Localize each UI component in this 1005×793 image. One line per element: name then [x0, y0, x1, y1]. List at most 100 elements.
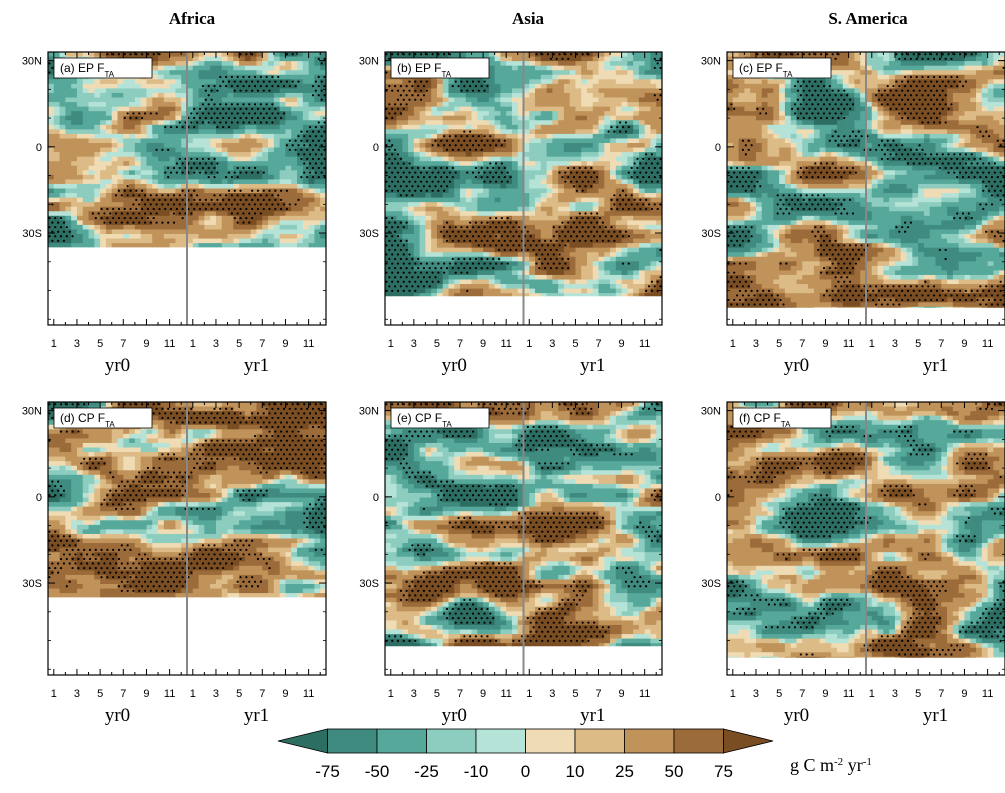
heat-cell	[454, 156, 461, 162]
heat-cell	[88, 238, 95, 244]
heat-cell	[192, 161, 200, 167]
heat-cell	[320, 174, 326, 180]
heat-cell	[390, 138, 398, 144]
heat-cell	[129, 138, 136, 144]
significance-dot	[135, 216, 138, 220]
heat-cell	[181, 156, 188, 162]
heat-cell	[402, 256, 409, 262]
heat-cell	[390, 252, 398, 258]
heat-cell	[48, 174, 55, 180]
heat-cell	[256, 120, 263, 126]
heat-cell	[111, 147, 119, 153]
heat-cell	[215, 147, 223, 153]
heat-cell	[477, 220, 484, 226]
heat-cell	[297, 120, 304, 126]
heat-cell	[250, 224, 258, 231]
heat-cell	[569, 247, 577, 253]
heat-cell	[210, 138, 217, 144]
heat-cell	[158, 174, 165, 180]
heat-cell	[59, 183, 66, 190]
heat-cell	[134, 111, 142, 117]
heat-cell	[385, 124, 392, 130]
heat-cell	[558, 252, 565, 258]
heat-cell	[552, 224, 559, 231]
heat-cell	[621, 252, 628, 258]
heat-cell	[146, 215, 153, 221]
heat-cell	[221, 183, 229, 190]
heat-cell	[152, 97, 159, 103]
heat-cell	[448, 188, 455, 194]
heat-cell	[181, 129, 188, 135]
heat-cell	[227, 133, 234, 140]
heat-cell	[140, 243, 148, 248]
heat-cell	[146, 83, 153, 89]
heat-cell	[471, 274, 478, 281]
heat-cell	[483, 52, 490, 58]
heat-cell	[181, 170, 188, 176]
heat-cell	[517, 197, 525, 203]
significance-dot	[314, 125, 317, 129]
heat-cell	[129, 215, 136, 221]
heat-cell	[71, 188, 78, 194]
heat-cell	[268, 115, 275, 121]
heat-cell	[117, 147, 124, 153]
significance-dot	[213, 103, 216, 106]
heat-cell	[448, 238, 455, 244]
heat-cell	[210, 243, 217, 248]
significance-dot	[230, 203, 233, 206]
significance-dot	[317, 148, 320, 151]
significance-dot	[285, 80, 289, 83]
significance-dot	[198, 171, 202, 174]
heat-cell	[198, 65, 205, 71]
heat-cell	[314, 215, 321, 221]
heat-cell	[192, 179, 200, 185]
significance-dot	[152, 207, 155, 211]
heat-cell	[431, 202, 438, 208]
heat-cell	[76, 138, 84, 144]
heat-cell	[65, 143, 72, 149]
heat-cell	[419, 234, 426, 240]
heat-cell	[256, 188, 263, 194]
heat-cell	[615, 224, 623, 231]
heat-cell	[592, 206, 600, 212]
heat-cell	[302, 61, 310, 67]
heat-cell	[483, 220, 490, 226]
heat-cell	[621, 120, 628, 126]
heat-cell	[454, 170, 461, 176]
heat-cell	[483, 133, 490, 140]
heat-cell	[627, 174, 634, 180]
heat-cell	[53, 234, 61, 240]
heat-cell	[569, 170, 577, 176]
heat-cell	[546, 156, 553, 162]
heat-cell	[117, 243, 124, 248]
heat-cell	[535, 147, 542, 153]
heat-cell	[158, 124, 165, 130]
heat-cell	[192, 138, 200, 144]
heat-cell	[204, 74, 211, 80]
heat-cell	[134, 152, 142, 158]
heat-cell	[494, 229, 502, 235]
heat-cell	[569, 206, 577, 212]
heat-cell	[402, 111, 409, 117]
heat-cell	[82, 161, 90, 167]
heat-cell	[181, 243, 188, 248]
heat-cell	[302, 133, 310, 140]
heat-cell	[604, 179, 611, 185]
significance-dot	[141, 207, 144, 211]
heat-cell	[273, 70, 281, 76]
heat-cell	[610, 284, 617, 290]
significance-dot	[132, 112, 135, 115]
heat-cell	[111, 120, 119, 126]
heat-cell	[48, 165, 55, 171]
heat-cell	[633, 234, 640, 240]
heat-cell	[506, 179, 513, 185]
heat-cell	[471, 288, 478, 294]
heat-cell	[59, 224, 66, 231]
heat-cell	[140, 161, 148, 167]
heat-cell	[76, 92, 84, 99]
heat-cell	[396, 215, 403, 221]
heat-cell	[488, 61, 496, 67]
heat-cell	[233, 83, 240, 89]
heat-cell	[302, 129, 310, 135]
significance-dot	[317, 130, 320, 133]
